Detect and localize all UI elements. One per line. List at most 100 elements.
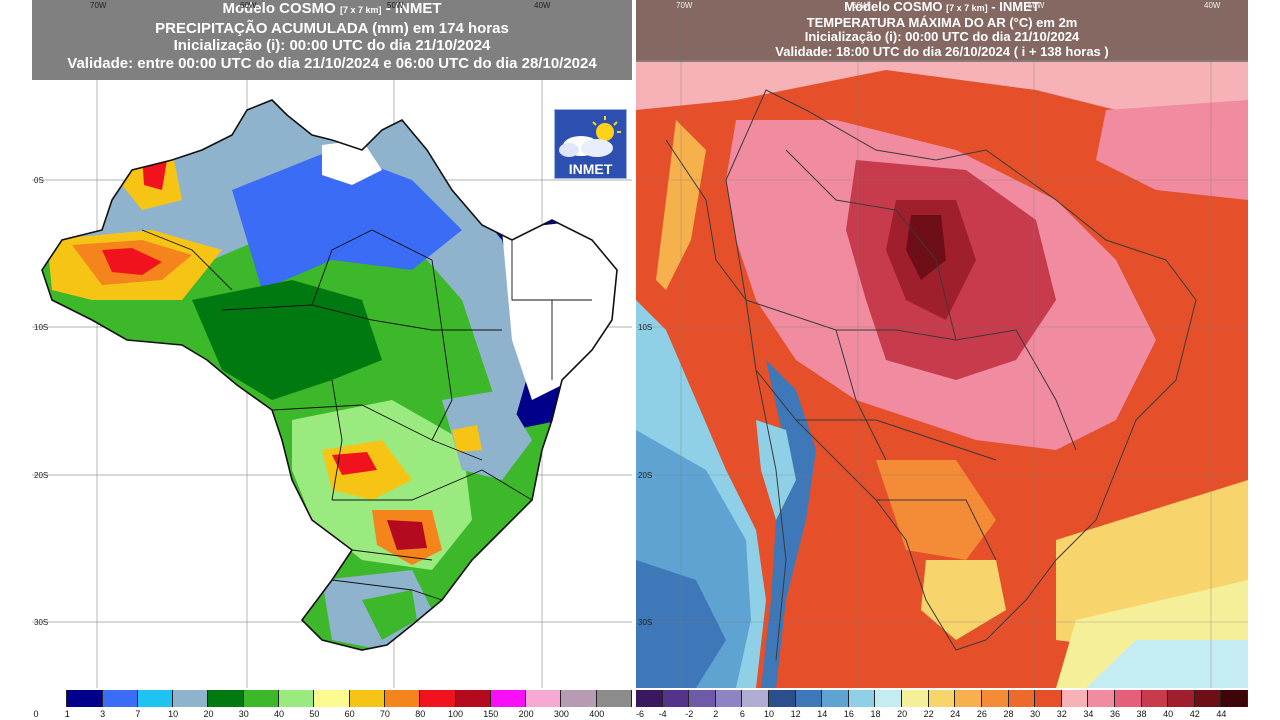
precipitation-legend-label: 1 <box>64 709 70 719</box>
precipitation-legend-swatch <box>490 690 527 707</box>
temperature-legend-swatch <box>769 690 796 707</box>
validity-time: Validade: 18:00 UTC do dia 26/10/2024 ( … <box>775 43 1109 59</box>
temperature-legend-swatch <box>795 690 823 707</box>
lon-tick-60w: 60W <box>240 1 257 10</box>
lat-tick-10s: 10S <box>638 323 653 332</box>
precipitation-legend-label: 300 <box>553 709 569 719</box>
precipitation-header: Modelo COSMO [7 x 7 km] - INMET PRECIPIT… <box>32 0 632 80</box>
precipitation-legend-label: 100 <box>448 709 464 719</box>
precipitation-map: Modelo COSMO [7 x 7 km] - INMET PRECIPIT… <box>32 0 632 688</box>
validity-time: Validade: entre 00:00 UTC do dia 21/10/2… <box>67 54 597 72</box>
temperature-legend-label: 2 <box>713 709 719 719</box>
precipitation-legend-swatch <box>279 690 315 707</box>
temperature-legend-label: 18 <box>870 709 881 719</box>
precipitation-legend-swatch <box>349 690 385 707</box>
temperature-legend-swatch <box>742 690 770 707</box>
sun-cloud-icon <box>559 116 621 157</box>
temperature-legend-label: 28 <box>1003 709 1014 719</box>
precipitation-legend-label: 0 <box>33 709 39 719</box>
lat-tick-20s: 20S <box>638 471 653 480</box>
temperature-legend-swatch <box>1221 690 1248 707</box>
precipitation-legend-swatch <box>526 690 562 707</box>
state-borders <box>141 229 592 601</box>
model-name: Modelo COSMO <box>844 0 943 14</box>
logo-text: INMET <box>568 161 613 177</box>
temperature-legend-label: 36 <box>1109 709 1120 719</box>
brazil-border <box>41 99 618 651</box>
temperature-legend-label: 12 <box>790 709 801 719</box>
precipitation-legend: 0 1 3 7 10 20 30 40 50 60 70 80 100 150 200 300 400 <box>32 688 632 720</box>
variable-title: PRECIPITAÇÃO ACUMULADA (mm) em 174 horas <box>155 19 509 37</box>
temperature-legend-label: 6 <box>739 709 745 719</box>
resolution-note: [7 x 7 km] <box>946 3 988 13</box>
precipitation-legend-swatch <box>455 690 491 707</box>
precipitation-legend-label: 10 <box>168 709 179 719</box>
header-title-line: Modelo COSMO [7 x 7 km] - INMET <box>636 0 1248 16</box>
precipitation-legend-label: 30 <box>238 709 249 719</box>
agency-suffix: - INMET <box>385 0 442 17</box>
precipitation-legend-label: 60 <box>344 709 355 719</box>
init-time: Inicialização (i): 00:00 UTC do dia 21/1… <box>804 29 1080 44</box>
temperature-legend-label: 20 <box>897 709 908 719</box>
temperature-legend-swatch <box>689 690 716 707</box>
agency-suffix: - INMET <box>991 0 1040 14</box>
temperature-legend-label: 22 <box>923 709 934 719</box>
resolution-note: [7 x 7 km] <box>339 5 382 15</box>
precipitation-legend-label: 50 <box>309 709 320 719</box>
temperature-legend-swatch <box>1008 690 1036 707</box>
temperature-legend-label: 42 <box>1189 709 1200 719</box>
temperature-legend-swatch <box>1088 690 1115 707</box>
temperature-legend-swatch <box>902 690 929 707</box>
temperature-legend-label: 16 <box>843 709 854 719</box>
temperature-legend-swatch <box>1141 690 1169 707</box>
lat-tick-0s: 0S <box>34 176 44 185</box>
precipitation-legend-swatch <box>32 690 68 707</box>
temperature-legend-label: 26 <box>976 709 987 719</box>
precipitation-legend-label: 40 <box>274 709 285 719</box>
temperature-legend-label: 10 <box>764 709 775 719</box>
temperature-legend-swatch <box>1114 690 1142 707</box>
variable-title: TEMPERATURA MÁXIMA DO AR (°C) em 2m <box>806 14 1078 30</box>
precipitation-legend-swatch <box>314 690 350 707</box>
precipitation-legend-swatch <box>243 690 280 707</box>
temperature-legend-swatch <box>715 690 743 707</box>
temperature-legend-label: 24 <box>950 709 961 719</box>
temperature-legend-swatch <box>875 690 903 707</box>
precipitation-legend-label: 80 <box>415 709 426 719</box>
temperature-legend-label: -4 <box>658 709 667 719</box>
inmet-logo: INMET <box>554 109 627 179</box>
temperature-legend-swatch <box>848 690 876 707</box>
precipitation-legend-swatch <box>420 690 456 707</box>
temperature-legend-label: 32 <box>1056 709 1067 719</box>
lat-tick-30s: 30S <box>638 618 653 627</box>
temperature-legend-label: -6 <box>636 709 645 719</box>
temperature-legend-swatch <box>662 690 690 707</box>
temperature-legend-label: -2 <box>685 709 694 719</box>
precipitation-legend-label: 400 <box>589 709 605 719</box>
precipitation-legend-swatch <box>561 690 597 707</box>
temperature-map: Modelo COSMO [7 x 7 km] - INMET TEMPERAT… <box>636 0 1248 688</box>
temperature-map-panel: Modelo COSMO [7 x 7 km] - INMET TEMPERAT… <box>636 0 1248 720</box>
precipitation-legend-swatch <box>596 690 632 707</box>
precipitation-legend-label: 150 <box>483 709 499 719</box>
precipitation-legend-swatch <box>102 690 138 707</box>
lon-tick-40w: 40W <box>1204 1 1221 10</box>
temperature-legend: -6 -4 -2 2 6 10 12 14 16 18 20 22 24 26 28 30 32 34 36 38 40… <box>636 688 1248 720</box>
temperature-legend-swatch <box>1061 690 1089 707</box>
temperature-map-canvas <box>636 0 1248 688</box>
precipitation-legend-swatch <box>384 690 421 707</box>
temperature-legend-swatch <box>955 690 982 707</box>
precipitation-legend-swatch <box>137 690 174 707</box>
temperature-legend-swatch <box>636 690 663 707</box>
lon-tick-70w: 70W <box>90 1 107 10</box>
temperature-legend-swatch <box>822 690 849 707</box>
temperature-legend-label: 14 <box>817 709 828 719</box>
temperature-legend-swatch <box>1194 690 1222 707</box>
precipitation-legend-label: 20 <box>203 709 214 719</box>
country-borders <box>665 89 1197 661</box>
lat-tick-30s: 30S <box>34 618 49 627</box>
temperature-legend-label: 30 <box>1030 709 1041 719</box>
precipitation-legend-swatch <box>173 690 209 707</box>
lon-tick-50w: 50W <box>387 1 404 10</box>
precipitation-legend-swatch <box>208 690 244 707</box>
